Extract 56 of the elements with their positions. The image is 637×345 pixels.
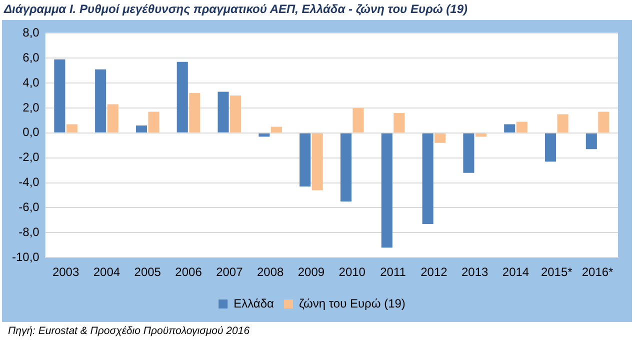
x-tick-label: 2013	[461, 265, 489, 280]
y-tick-label: -8,0	[18, 224, 40, 239]
bar	[258, 133, 270, 137]
bar	[434, 133, 446, 143]
x-tick-label: 2009	[298, 265, 325, 280]
y-tick-label: 2,0	[22, 100, 40, 114]
x-tick-label: 2005	[134, 265, 162, 280]
x-tick-label: 2011	[380, 265, 406, 280]
x-tick-label: 2012	[420, 265, 448, 280]
bar	[504, 124, 516, 132]
bar	[422, 133, 434, 224]
bar	[270, 126, 282, 132]
y-tick-label: 6,0	[22, 50, 40, 64]
y-tick-label: -4,0	[18, 175, 40, 190]
x-tick-label: 2007	[216, 265, 244, 280]
x-tick-label: 2004	[93, 265, 120, 280]
bar	[381, 133, 392, 248]
x-tick-label: 2010	[338, 265, 366, 280]
bar	[463, 133, 474, 173]
bar	[340, 133, 352, 202]
bar	[352, 108, 364, 132]
bar	[218, 92, 229, 132]
y-tick-label: 4,0	[22, 75, 40, 90]
x-tick-label: 2006	[175, 265, 202, 280]
bar	[516, 122, 528, 132]
y-tick-label: 0,0	[22, 125, 40, 140]
bar	[230, 96, 242, 132]
y-tick-label: -10,0	[12, 250, 40, 264]
chart-title: Διάγραμμα Ι. Ρυθμοί μεγέθυνσης πραγματικού ΑΕΠ, Ελλάδα - ζώνη του Ευρώ (19)	[2, 1, 469, 18]
bar	[475, 133, 486, 137]
bar	[557, 114, 568, 132]
bar	[107, 104, 118, 132]
x-tick-label: 2014	[502, 265, 530, 280]
x-tick-label: 2015*	[540, 265, 573, 280]
y-tick-label: 8,0	[22, 26, 40, 40]
bar	[95, 69, 106, 132]
x-tick-label: 2016*	[582, 265, 614, 280]
bar	[54, 59, 66, 132]
y-tick-label: -2,0	[18, 150, 40, 164]
bar	[176, 62, 188, 132]
legend-label: ζώνη του Ευρώ (19)	[298, 296, 406, 310]
x-tick-label: 2008	[256, 265, 284, 280]
bar	[148, 112, 160, 132]
bar	[544, 133, 556, 162]
bar	[189, 93, 200, 132]
bar	[66, 124, 78, 132]
bar	[586, 133, 597, 150]
bar	[300, 133, 311, 187]
bar	[136, 125, 147, 132]
legend-label: Ελλάδα	[234, 296, 274, 310]
text: Πηγή: Eurostat & Προσχέδιο Προϋπολογισμού 2016	[8, 325, 251, 337]
y-tick-label: -6,0	[18, 200, 40, 214]
bar	[598, 112, 610, 132]
bar	[394, 112, 405, 132]
bar	[312, 133, 323, 190]
x-tick-label: 2003	[52, 265, 80, 280]
